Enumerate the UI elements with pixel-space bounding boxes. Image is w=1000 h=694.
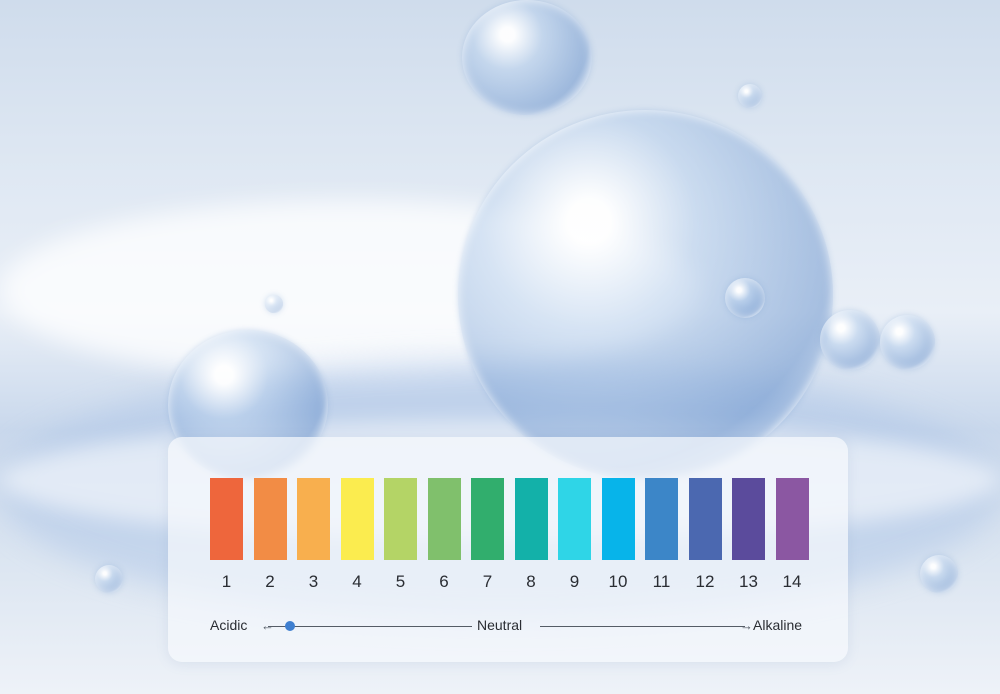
ph-color-swatch-1 [210,478,243,560]
ph-value-label: 7 [482,572,493,591]
ph-color-swatch-4 [340,478,374,560]
ph-color-swatch-8 [514,478,548,560]
neutral-label: Neutral [477,617,523,633]
ph-value-label: 3 [308,572,319,591]
ph-value-label: 4 [352,572,362,591]
bubble [738,84,762,108]
acidic-label: Acidic [210,617,248,633]
ph-color-swatch-5 [384,478,417,560]
bubble [95,565,123,593]
ph-value-label: 6 [439,572,449,591]
ph-value-label: 2 [265,572,275,591]
ph-color-swatch-13 [732,478,765,560]
ph-value-label: 12 [695,572,715,591]
ph-value-label: 10 [608,572,628,591]
left-arrow-icon: ← [261,618,274,633]
ph-value-label: 1 [221,572,232,591]
ph-color-swatch-6 [427,478,461,560]
ph-value-label: 13 [739,572,758,591]
right-arrow-icon: → [740,618,753,633]
ph-value-label: 9 [569,572,580,591]
ph-color-swatch-10 [601,478,635,560]
ph-value-label: 5 [395,572,406,591]
large-flask-bubble [458,110,833,480]
ph-value-label: 11 [652,572,671,591]
ph-color-swatch-3 [297,478,330,560]
acidic-line [268,626,472,627]
flask-neck-bubble [462,0,592,115]
ph-color-swatch-12 [688,478,722,560]
ph-value-label: 14 [782,572,802,591]
alkaline-label: Alkaline [753,617,803,633]
ph-color-swatch-2 [253,478,287,560]
bubble [725,278,765,318]
ph-color-swatch-11 [645,478,678,560]
ph-color-swatch-9 [558,478,591,560]
alkaline-line [540,626,745,627]
bubble [820,310,880,370]
bubble [880,315,935,370]
ph-color-swatch-7 [471,478,504,560]
ph-value-label: 8 [526,572,536,591]
bubble [920,555,958,593]
ph-color-swatch-14 [775,478,809,560]
bubble [265,295,283,313]
current-ph-marker [285,621,295,631]
